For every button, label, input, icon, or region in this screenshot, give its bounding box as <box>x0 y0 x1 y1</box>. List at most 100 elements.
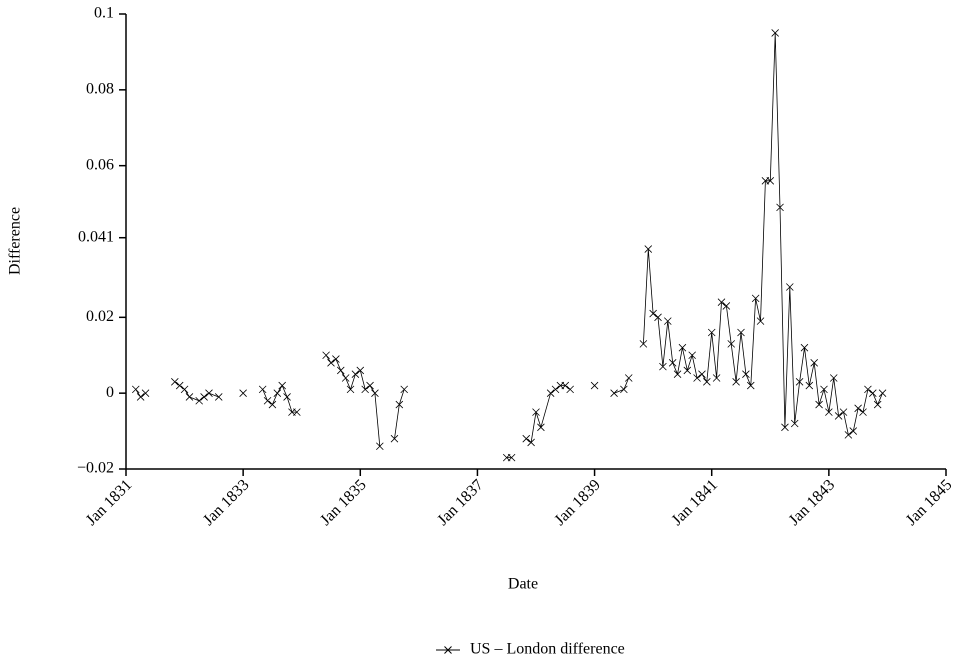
marker <box>532 408 540 416</box>
y-tick-label: 0.06 <box>86 156 114 173</box>
x-tick-label: Jan 1845 <box>903 476 956 529</box>
marker <box>537 423 545 432</box>
marker <box>371 389 379 397</box>
marker <box>527 438 535 447</box>
marker <box>293 408 301 416</box>
marker <box>746 381 755 390</box>
marker <box>322 351 330 360</box>
marker <box>171 378 179 386</box>
marker <box>214 393 223 401</box>
y-axis-label: Difference <box>7 207 24 275</box>
x-tick-label: Jan 1835 <box>317 476 370 529</box>
marker <box>346 385 355 394</box>
marker <box>278 381 286 390</box>
series-line <box>135 32 883 458</box>
marker <box>668 359 677 367</box>
marker <box>610 389 618 397</box>
marker <box>195 396 203 405</box>
marker <box>200 393 208 401</box>
marker <box>664 317 672 325</box>
marker <box>356 366 365 375</box>
marker <box>283 393 291 401</box>
marker <box>268 400 277 409</box>
marker <box>395 400 404 409</box>
x-axis-label: Date <box>508 576 538 593</box>
marker <box>659 362 667 371</box>
y-tick-label: −0.02 <box>77 460 114 477</box>
marker <box>815 400 823 409</box>
marker <box>175 381 184 390</box>
marker <box>376 442 384 451</box>
y-tick-label: 0.041 <box>78 228 114 245</box>
marker <box>727 340 736 348</box>
marker <box>131 385 140 394</box>
marker <box>771 29 779 37</box>
marker <box>844 431 853 439</box>
marker <box>776 203 784 212</box>
marker <box>820 385 828 394</box>
marker <box>522 434 531 443</box>
marker <box>869 389 877 397</box>
y-tick-label: 0.02 <box>86 308 114 325</box>
x-tick-label: Jan 1843 <box>786 476 839 529</box>
x-tick-label: Jan 1831 <box>83 476 136 529</box>
marker <box>873 400 882 409</box>
x-tick-label: Jan 1841 <box>669 476 722 529</box>
marker <box>332 355 340 363</box>
marker <box>703 378 711 386</box>
marker <box>781 423 789 432</box>
marker <box>683 366 692 375</box>
marker <box>825 408 833 416</box>
marker <box>864 385 872 394</box>
marker <box>654 313 662 322</box>
marker <box>136 393 145 401</box>
marker <box>737 328 745 337</box>
marker <box>649 309 657 318</box>
marker <box>239 389 247 397</box>
marker <box>834 412 843 420</box>
marker <box>766 177 775 185</box>
marker <box>620 385 628 394</box>
marker <box>341 374 350 382</box>
marker <box>624 374 633 382</box>
marker <box>839 408 848 416</box>
marker <box>732 378 740 386</box>
marker <box>678 343 687 352</box>
marker <box>546 389 555 397</box>
y-tick-label: 0.1 <box>94 5 114 22</box>
x-tick-label: Jan 1833 <box>200 476 253 529</box>
marker <box>859 408 867 416</box>
marker <box>351 370 360 378</box>
marker <box>400 385 408 394</box>
marker <box>707 328 716 337</box>
marker <box>185 393 194 401</box>
marker <box>742 370 750 378</box>
marker <box>717 298 726 306</box>
marker <box>180 385 189 394</box>
marker <box>751 294 760 303</box>
marker <box>205 389 213 397</box>
marker <box>644 245 653 253</box>
marker <box>878 389 887 397</box>
marker <box>712 374 721 382</box>
legend-label: US – London difference <box>470 641 625 658</box>
marker <box>258 385 267 394</box>
marker <box>141 389 150 397</box>
marker <box>551 385 560 394</box>
marker <box>366 381 374 390</box>
marker <box>263 396 272 405</box>
marker <box>561 381 570 390</box>
legend-marker <box>444 646 452 654</box>
marker <box>790 419 799 428</box>
marker <box>786 283 794 291</box>
marker <box>849 427 858 435</box>
marker <box>698 370 706 378</box>
marker <box>507 453 516 462</box>
marker <box>722 302 731 310</box>
marker <box>336 366 345 375</box>
marker <box>590 381 599 390</box>
x-tick-label: Jan 1837 <box>434 476 487 529</box>
y-tick-label: 0.08 <box>86 81 114 98</box>
marker <box>327 359 335 367</box>
marker <box>829 374 838 382</box>
